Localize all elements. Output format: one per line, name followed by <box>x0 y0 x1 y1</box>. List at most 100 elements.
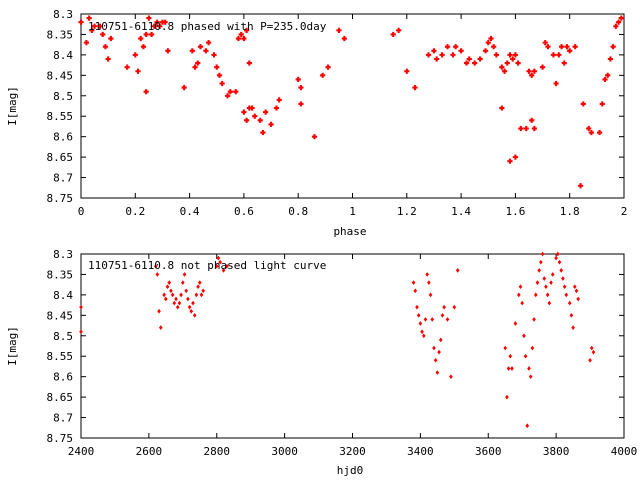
x-tick-label: 1.4 <box>451 205 471 218</box>
data-point <box>201 288 205 294</box>
data-point <box>249 105 255 111</box>
data-point <box>605 72 611 78</box>
data-point <box>148 31 155 38</box>
data-point <box>211 52 217 58</box>
data-point <box>434 56 440 62</box>
data-point <box>520 300 524 306</box>
data-point <box>138 35 144 42</box>
data-point <box>561 276 565 281</box>
y-tick-label: 8.75 <box>47 192 74 205</box>
plot-frame <box>80 13 625 199</box>
data-point <box>550 272 555 277</box>
data-point <box>295 76 301 83</box>
data-point <box>260 129 266 136</box>
data-point <box>510 366 514 371</box>
x-tick-label: 4000 <box>611 445 638 458</box>
data-point <box>413 288 418 294</box>
data-point <box>507 158 513 164</box>
data-point <box>539 259 543 265</box>
data-point <box>411 280 416 285</box>
data-point <box>225 263 229 269</box>
data-point <box>143 89 149 95</box>
data-point <box>143 31 149 38</box>
data-point <box>435 370 440 375</box>
data-point <box>276 97 282 103</box>
y-axis-label: I[mag] <box>6 326 19 366</box>
data-point <box>221 268 226 273</box>
data-point <box>527 366 531 371</box>
data-point <box>194 292 199 298</box>
data-point <box>556 52 562 58</box>
data-point <box>532 317 536 322</box>
data-point <box>225 93 231 99</box>
data-point <box>140 44 147 50</box>
data-point <box>572 44 578 50</box>
data-point <box>430 317 435 322</box>
y-tick-label: 8.45 <box>47 309 74 322</box>
data-point <box>438 337 443 343</box>
data-point <box>537 268 541 273</box>
data-point <box>452 304 457 310</box>
data-point <box>158 325 163 330</box>
data-point <box>241 35 247 42</box>
x-tick-label: 0.4 <box>180 205 200 218</box>
data-point <box>298 101 304 107</box>
x-tick-label: 0.8 <box>288 205 308 218</box>
x-tick-label: 1.8 <box>560 205 580 218</box>
data-point <box>508 353 513 359</box>
data-point <box>197 280 202 285</box>
data-point <box>503 345 508 351</box>
data-point <box>132 52 138 58</box>
data-point <box>439 52 445 58</box>
data-point <box>518 284 523 290</box>
data-point <box>557 259 562 265</box>
data-point <box>553 80 559 87</box>
data-point <box>325 64 331 70</box>
data-point <box>440 312 445 318</box>
data-point <box>214 263 219 269</box>
data-point <box>432 345 436 351</box>
y-tick-label: 8.6 <box>53 131 73 144</box>
x-axis-label: hjd0 <box>337 464 364 477</box>
x-tick-label: 3000 <box>271 445 298 458</box>
y-tick-label: 8.65 <box>47 391 74 404</box>
data-point <box>416 312 421 318</box>
data-point <box>427 280 431 285</box>
data-point <box>574 288 579 294</box>
data-point <box>227 89 233 95</box>
data-point <box>444 44 451 50</box>
chart-title: 110751-6110.8 phased with P=235.0day <box>88 20 327 33</box>
data-point <box>529 72 535 78</box>
data-point <box>238 31 244 38</box>
data-point <box>182 272 187 277</box>
data-point <box>577 183 584 189</box>
data-point <box>567 300 572 306</box>
data-point <box>246 60 252 66</box>
data-point <box>513 321 518 326</box>
y-tick-label: 8.45 <box>47 69 74 82</box>
data-point <box>463 60 470 66</box>
data-point <box>146 15 152 21</box>
data-point <box>591 349 596 355</box>
data-point <box>482 48 489 54</box>
data-point <box>218 259 222 265</box>
data-point <box>108 35 114 42</box>
data-point <box>433 357 438 363</box>
data-point <box>425 272 429 277</box>
data-point <box>547 300 552 306</box>
data-point <box>518 125 524 132</box>
data-point <box>529 117 535 123</box>
data-point <box>100 31 106 38</box>
data-point <box>257 117 263 123</box>
data-point <box>453 44 459 50</box>
data-point <box>336 27 342 33</box>
data-point <box>449 374 453 380</box>
data-point <box>177 300 182 306</box>
data-point <box>526 68 532 74</box>
y-tick-label: 8.6 <box>53 371 73 384</box>
data-point <box>596 129 603 136</box>
data-point <box>91 23 98 29</box>
data-point <box>549 280 553 285</box>
data-point <box>404 68 410 74</box>
data-point <box>516 292 521 298</box>
